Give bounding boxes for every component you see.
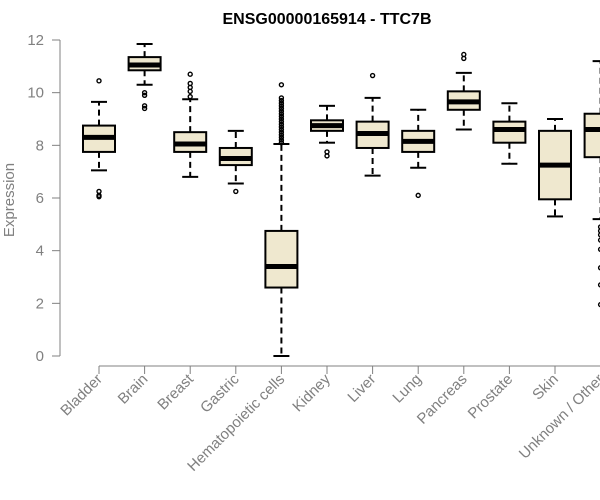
box-group [310,104,344,159]
outlier-point [278,124,285,130]
x-tick-label: Skin [529,371,562,404]
y-tick-label: 8 [36,137,44,154]
outlier-point [415,192,421,199]
boxes-group [82,42,600,357]
outlier-point [141,103,148,109]
outlier-point [278,116,285,122]
outlier-point [278,82,285,88]
y-tick-label: 4 [36,243,44,260]
outlier-point [597,232,600,238]
outlier-point [369,72,376,79]
outlier-point [96,193,102,200]
outlier-point [278,126,285,133]
outlier-point [278,95,285,101]
box-group [82,78,116,200]
outlier-point [597,228,600,234]
box-iqr [492,120,527,144]
y-tick-label: 6 [36,190,44,207]
outlier-point [461,55,467,62]
outlier-point [597,302,600,308]
y-tick-label: 0 [36,348,44,365]
outlier-point [597,246,600,252]
outlier-point [597,282,600,288]
outlier-point [187,88,193,95]
outlier-point [278,118,285,125]
outlier-point [278,108,285,114]
y-tick-label: 12 [27,32,44,49]
x-tick-label: Breast [154,370,197,413]
chart-title: ENSG00000165914 - TTC7B [223,11,432,28]
box-iqr [583,112,600,159]
box-group [173,71,208,178]
outlier-point [278,132,285,138]
outlier-point [278,103,285,109]
y-tick-label: 10 [27,85,44,102]
outlier-point [597,237,600,243]
box-group [218,129,253,195]
outlier-point [187,71,193,77]
outlier-point [278,100,285,106]
outlier-point [141,105,148,112]
outlier-point [278,111,285,117]
outlier-point [278,139,285,146]
x-tick-label: Prostate [465,371,517,423]
x-tick-label: Pancreas [414,371,471,428]
outlier-point [278,97,285,104]
outlier-point [278,129,285,135]
box-group [492,102,527,165]
x-tick-label: Lung [389,371,425,407]
x-tick-label: Bladder [57,371,106,420]
box-iqr [264,229,299,289]
outlier-point [187,93,193,100]
x-tick-label: Liver [344,371,379,406]
outlier-point [278,105,285,112]
x-tick-label: Gastric [197,370,243,416]
box-group [264,82,299,357]
box-group [538,118,572,218]
x-tick-label: Brain [115,371,152,408]
outlier-point [278,137,285,143]
outlier-point [96,78,102,84]
outlier-point [141,92,148,99]
y-axis: 0 2 4 6 8 10 12 [27,32,61,365]
box-group [446,51,481,131]
outlier-point [278,113,285,120]
x-tick-label: Kidney [289,370,334,415]
box-group [127,42,162,112]
box-group [583,60,600,308]
outlier-point [278,121,285,127]
box-group [355,72,390,177]
outlier-point [278,134,285,141]
box-group [401,108,436,199]
outlier-point [233,188,239,195]
outlier-point [324,153,330,159]
outlier-point [597,224,600,230]
y-axis-label: Expression [1,163,18,237]
y-tick-label: 2 [36,295,44,312]
outlier-point [597,265,600,271]
outlier-point [141,89,148,96]
